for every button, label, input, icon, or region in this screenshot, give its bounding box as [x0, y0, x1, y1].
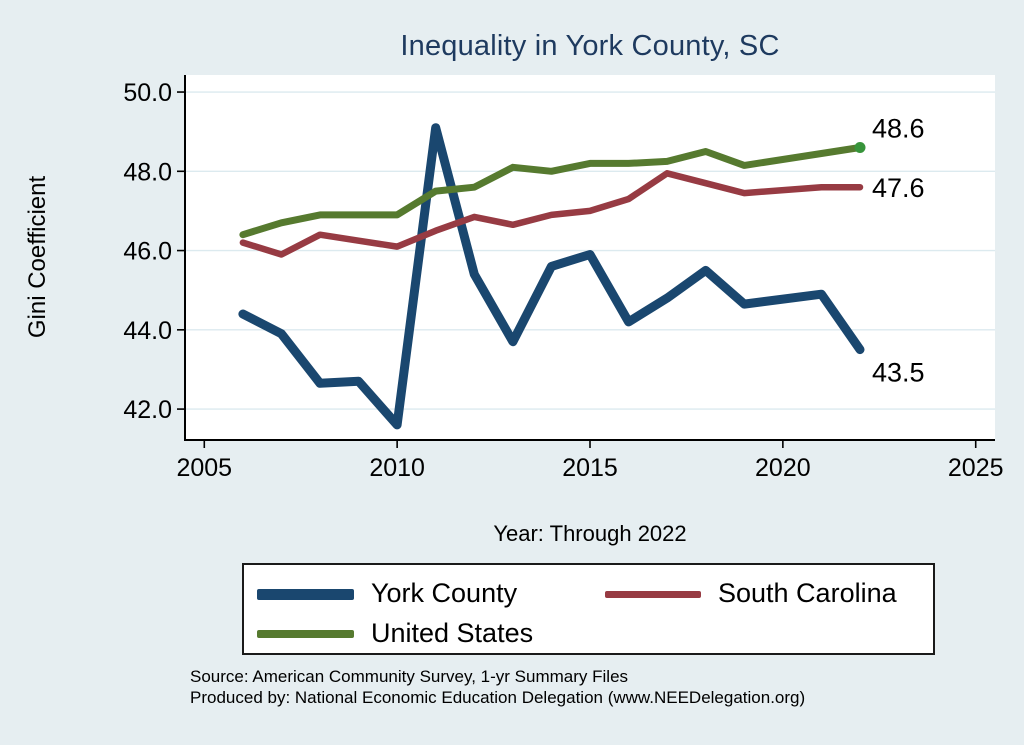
- x-tick-label-2010: 2010: [369, 454, 425, 482]
- line-south-carolina: [239, 170, 864, 258]
- y-tick-label-50.0: 50.0: [123, 79, 172, 107]
- legend-swatch-united-states: [257, 630, 354, 638]
- y-tick-label-48.0: 48.0: [123, 158, 172, 186]
- x-tick-label-2005: 2005: [176, 454, 232, 482]
- x-tick-label-2025: 2025: [948, 454, 1004, 482]
- y-tick-label-46.0: 46.0: [123, 238, 172, 266]
- y-axis-label: Gini Coefficient: [24, 175, 51, 339]
- source-line-2: Produced by: National Economic Education…: [190, 688, 806, 707]
- end-label-south-carolina: 47.6: [872, 173, 925, 203]
- legend-box: York County South Carolina United States: [242, 563, 935, 655]
- end-label-united-states: 48.6: [872, 114, 925, 144]
- chart-title: Inequality in York County, SC: [400, 30, 780, 62]
- x-axis-label: Year: Through 2022: [493, 521, 687, 546]
- end-dot-united-states: [854, 142, 866, 154]
- x-tick-label-2020: 2020: [755, 454, 811, 482]
- y-tick-label-42.0: 42.0: [123, 396, 172, 424]
- legend-label-united-states: United States: [371, 618, 534, 648]
- legend-swatch-south-carolina: [605, 591, 701, 598]
- x-tick-label-2015: 2015: [562, 454, 618, 482]
- legend-label-south-carolina: South Carolina: [718, 578, 897, 608]
- source-line-1: Source: American Community Survey, 1-yr …: [190, 667, 629, 686]
- y-tick-label-44.0: 44.0: [123, 317, 172, 345]
- line-york-county: [238, 123, 865, 430]
- end-label-york-county: 43.5: [872, 358, 925, 388]
- source-note: Source: American Community Survey, 1-yr …: [190, 666, 805, 708]
- line-united-states: [239, 144, 864, 239]
- legend-swatch-york-county: [257, 589, 354, 600]
- legend-label-york-county: York County: [371, 578, 518, 608]
